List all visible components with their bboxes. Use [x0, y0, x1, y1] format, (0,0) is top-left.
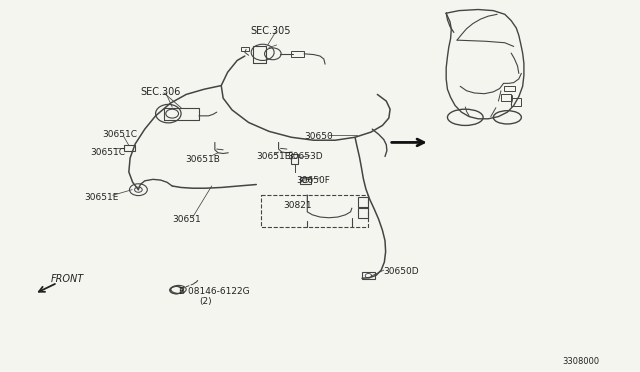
Bar	[358, 208, 369, 218]
Bar	[291, 51, 304, 57]
Text: 30650F: 30650F	[296, 176, 330, 185]
Bar	[241, 47, 248, 51]
Text: 30650: 30650	[305, 132, 333, 141]
Bar	[501, 94, 511, 101]
Text: 30650D: 30650D	[384, 267, 419, 276]
Text: 30651C: 30651C	[91, 148, 125, 157]
Text: SEC.305: SEC.305	[250, 26, 291, 36]
Text: B 08146-6122G: B 08146-6122G	[179, 287, 249, 296]
Bar	[124, 145, 135, 151]
Text: 30651: 30651	[172, 215, 201, 224]
Text: 30821: 30821	[283, 201, 312, 210]
Bar	[358, 197, 369, 208]
Text: 3308000: 3308000	[562, 357, 599, 366]
Bar	[362, 272, 375, 279]
Bar	[300, 177, 311, 184]
Text: 30651C: 30651C	[102, 130, 137, 139]
Text: FRONT: FRONT	[51, 274, 84, 284]
Bar	[511, 98, 522, 106]
Text: 30651B: 30651B	[185, 154, 220, 164]
Text: 30651E: 30651E	[84, 193, 118, 202]
Text: (2): (2)	[199, 297, 212, 306]
Bar	[504, 86, 515, 92]
Text: SEC.306: SEC.306	[140, 87, 180, 97]
Bar	[291, 154, 298, 164]
Text: 30653D: 30653D	[287, 152, 323, 161]
Text: 30651B: 30651B	[256, 152, 291, 161]
